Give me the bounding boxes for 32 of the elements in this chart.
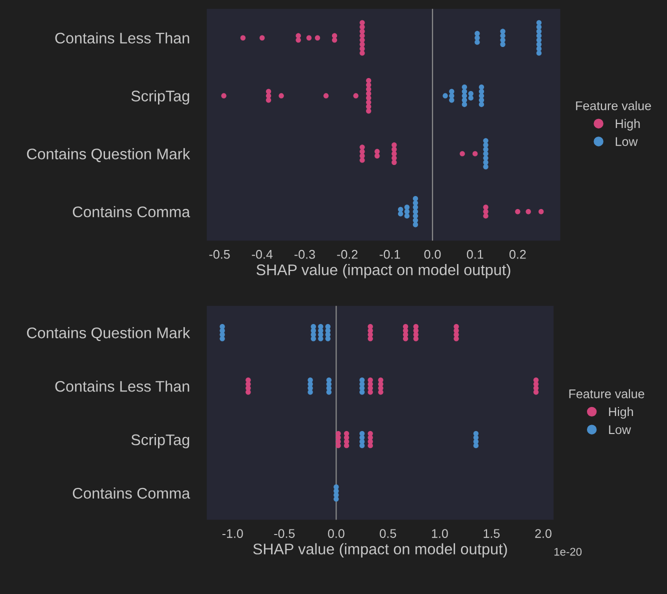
x-tick-label: -1.0 <box>222 529 243 538</box>
x-tick-label: -0.5 <box>274 529 295 538</box>
x-tick-label: 1.5 <box>484 529 500 538</box>
x-tick-label: 0.0 <box>328 529 344 538</box>
x-tick-label: 0.1 <box>466 250 484 259</box>
x-tick-label: 0.2 <box>509 250 526 259</box>
x-tick-label: 1.0 <box>432 529 448 538</box>
x-axis-title: SHAP value (impact on model output) <box>256 264 510 278</box>
x-tick-label: -0.1 <box>380 250 400 259</box>
y-tick-label: Contains Question Mark <box>27 148 190 162</box>
x-tick-label: 0.5 <box>380 529 396 538</box>
y-tick-label: Contains Question Mark <box>27 327 190 342</box>
x-tick-label: -0.3 <box>294 250 315 259</box>
legend-label: Low <box>609 425 632 434</box>
y-tick-label: Contains Comma <box>72 206 190 218</box>
x-tick-label: 0.0 <box>424 250 441 259</box>
y-tick-label: Contains Less Than <box>55 380 190 392</box>
y-tick-label: Contains Less Than <box>55 32 190 44</box>
legend-title: Feature value <box>569 389 644 398</box>
y-tick-label: ScripTag <box>131 434 190 448</box>
legend-label: High <box>616 118 640 131</box>
text: 1e-20 <box>554 548 582 556</box>
legend-label: High <box>609 407 633 419</box>
x-tick-label: -0.4 <box>252 250 273 259</box>
x-tick-label: -0.5 <box>209 250 230 259</box>
legend-title: Feature value <box>576 101 651 110</box>
x-tick-label: 2.0 <box>535 529 552 538</box>
x-axis-title: SHAP value (impact on model output) <box>253 543 507 558</box>
y-tick-label: ScripTag <box>131 90 190 104</box>
x-tick-label: -0.2 <box>337 250 358 259</box>
y-tick-label: Contains Comma <box>72 487 190 499</box>
legend-label: Low <box>616 137 638 146</box>
